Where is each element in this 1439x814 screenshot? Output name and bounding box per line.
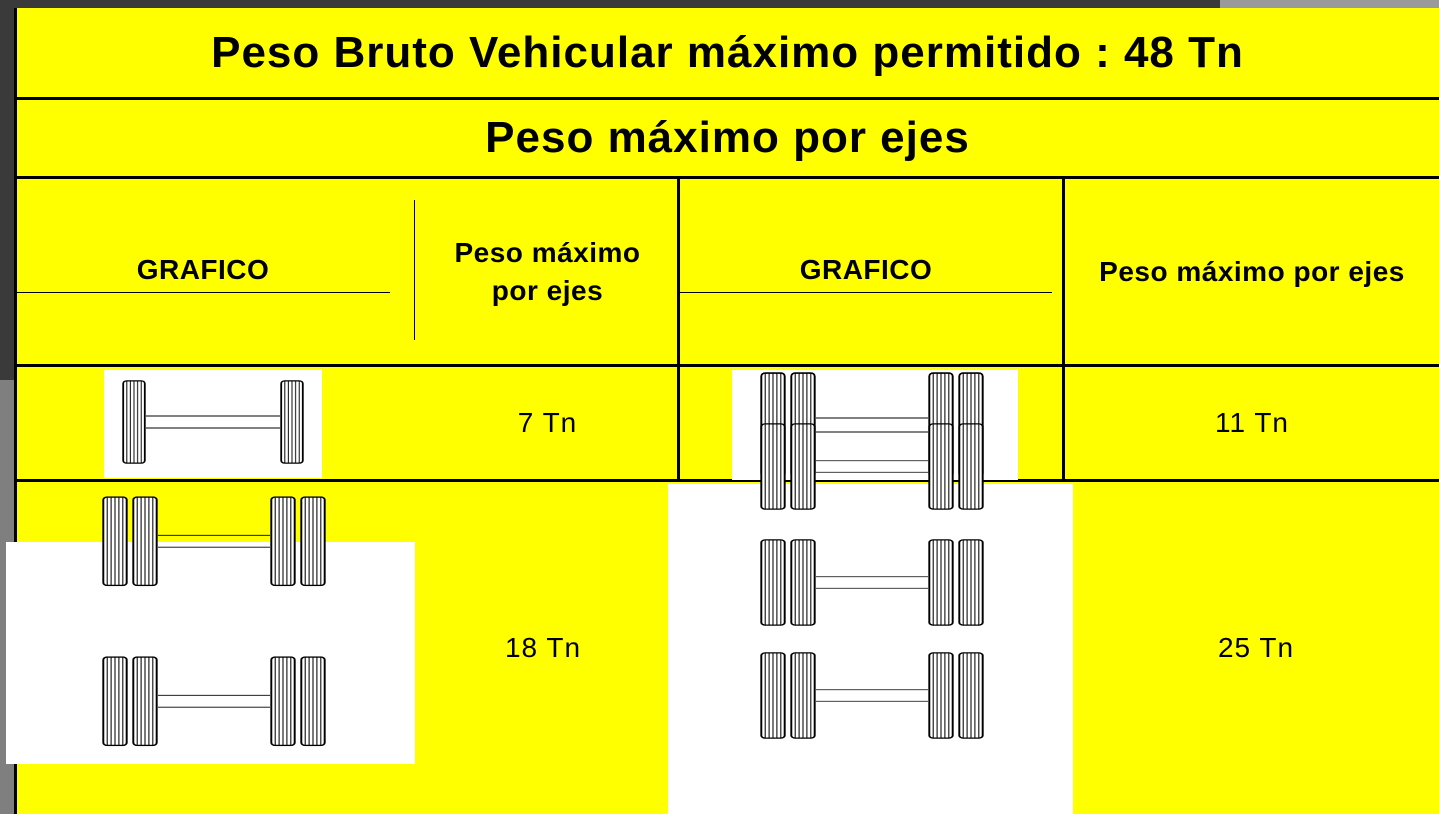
image-box [668, 484, 1073, 814]
row-border [16, 176, 1439, 179]
tandem-axle [103, 497, 324, 745]
value-cell: 7 Tn [517, 407, 578, 438]
corner-strip [1220, 0, 1439, 8]
thin-border [414, 200, 415, 340]
single-axle [122, 380, 304, 464]
col-border [1062, 176, 1065, 481]
thin-border [680, 292, 1052, 293]
subtitle: Peso máximo por ejes [485, 113, 970, 162]
value-cell: 11 Tn [1214, 407, 1289, 438]
dual-axle [760, 372, 984, 478]
header-cell: Peso máximo por ejes [1099, 255, 1405, 287]
header-cell: GRAFICO [136, 254, 270, 285]
col-border [14, 8, 17, 814]
row-border [16, 364, 1439, 367]
value-cell: 25 Tn [1217, 632, 1295, 663]
value-cell: 18 Tn [504, 632, 582, 663]
row-border [16, 97, 1439, 100]
header-cell: GRAFICO [799, 254, 933, 285]
row-border [16, 479, 1439, 482]
image-box [6, 542, 415, 764]
header-cell: Peso máximo por ejes [454, 236, 641, 306]
col-border [677, 176, 680, 481]
tridem-axle [761, 424, 982, 738]
title: Peso Bruto Vehicular máximo permitido : … [211, 27, 1244, 77]
thin-border [16, 292, 390, 293]
